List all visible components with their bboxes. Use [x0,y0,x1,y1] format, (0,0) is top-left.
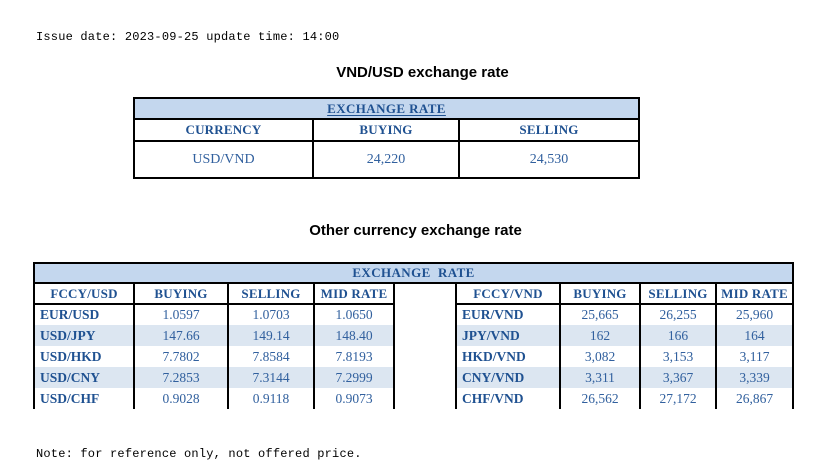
currency-pair-cell: USD/CHF [33,388,135,409]
selling-cell: 166 [639,325,717,346]
buying-cell: 26,562 [559,388,641,409]
exchange-rate-banner: EXCHANGE RATE [32,262,795,284]
selling-cell: 7.3144 [227,367,315,388]
currency-pair-cell: USD/VND [133,140,314,179]
other-table-title: Other currency exchange rate [309,222,522,239]
selling-cell: 1.0703 [227,304,315,325]
col-header-buying-left: BUYING [133,282,229,305]
currency-pair-cell: CNY/VND [455,367,561,388]
col-header-mid-rate-left: MID RATE [313,282,395,305]
selling-cell: 27,172 [639,388,717,409]
table-row: USD/VND 24,220 24,530 [133,140,641,179]
spacer-column [393,283,457,409]
col-header-selling-left: SELLING [227,282,315,305]
buying-cell: 24,220 [312,140,460,179]
mid-rate-cell: 7.8193 [313,346,395,367]
issue-date-text: Issue date: 2023-09-25 update time: 14:0… [36,30,340,44]
currency-pair-cell: EUR/USD [33,304,135,325]
buying-cell: 7.2853 [133,367,229,388]
usd-table-banner-row: EXCHANGE RATE [132,97,641,120]
currency-pair-cell: EUR/VND [455,304,561,325]
buying-cell: 7.7802 [133,346,229,367]
table-row: USD/CHF 0.9028 0.9118 0.9073 CHF/VND 26,… [33,388,795,409]
usd-table-header-row: CURRENCY BUYING SELLING [133,118,641,142]
buying-cell: 0.9028 [133,388,229,409]
buying-cell: 3,311 [559,367,641,388]
currency-pair-cell: USD/HKD [33,346,135,367]
selling-cell: 26,255 [639,304,717,325]
currency-pair-cell: USD/JPY [33,325,135,346]
buying-cell: 147.66 [133,325,229,346]
table-row: USD/CNY 7.2853 7.3144 7.2999 CNY/VND 3,3… [33,367,795,388]
currency-pair-cell: CHF/VND [455,388,561,409]
mid-rate-cell: 0.9073 [313,388,395,409]
buying-cell: 3,082 [559,346,641,367]
mid-rate-cell: 1.0650 [313,304,395,325]
mid-rate-cell: 3,339 [714,367,795,388]
currency-pair-cell: HKD/VND [455,346,561,367]
col-header-fccy-vnd: FCCY/VND [455,282,561,305]
selling-cell: 0.9118 [227,388,315,409]
usd-table-title: VND/USD exchange rate [336,64,509,81]
exchange-rate-banner: EXCHANGE RATE [132,97,641,120]
mid-rate-cell: 26,867 [714,388,795,409]
col-header-selling-right: SELLING [639,282,717,305]
col-header-buying-right: BUYING [559,282,641,305]
col-header-fccy-usd: FCCY/USD [33,282,135,305]
mid-rate-cell: 148.40 [313,325,395,346]
other-table-banner-row: EXCHANGE RATE [32,262,795,284]
col-header-currency: CURRENCY [133,118,314,142]
col-header-selling: SELLING [457,118,641,142]
currency-pair-cell: JPY/VND [455,325,561,346]
mid-rate-cell: 7.2999 [313,367,395,388]
table-row: USD/JPY 147.66 149.14 148.40 JPY/VND 162… [33,325,795,346]
selling-cell: 3,367 [639,367,717,388]
footer-note-text: Note: for reference only, not offered pr… [36,447,362,461]
mid-rate-cell: 25,960 [714,304,795,325]
table-row: EUR/USD 1.0597 1.0703 1.0650 EUR/VND 25,… [33,304,795,325]
table-row: USD/HKD 7.7802 7.8584 7.8193 HKD/VND 3,0… [33,346,795,367]
selling-cell: 3,153 [639,346,717,367]
buying-cell: 1.0597 [133,304,229,325]
selling-cell: 24,530 [457,140,641,179]
buying-cell: 25,665 [559,304,641,325]
mid-rate-cell: 3,117 [714,346,795,367]
selling-cell: 7.8584 [227,346,315,367]
selling-cell: 149.14 [227,325,315,346]
col-header-buying: BUYING [312,118,460,142]
other-currency-exchange-table: EXCHANGE RATE FCCY/USD BUYING SELLING MI… [32,262,795,409]
usd-vnd-exchange-table: EXCHANGE RATE CURRENCY BUYING SELLING US… [132,97,641,179]
buying-cell: 162 [559,325,641,346]
currency-pair-cell: USD/CNY [33,367,135,388]
mid-rate-cell: 164 [714,325,795,346]
other-table-header-row: FCCY/USD BUYING SELLING MID RATE FCCY/VN… [33,282,795,409]
col-header-mid-rate-right: MID RATE [714,282,795,305]
